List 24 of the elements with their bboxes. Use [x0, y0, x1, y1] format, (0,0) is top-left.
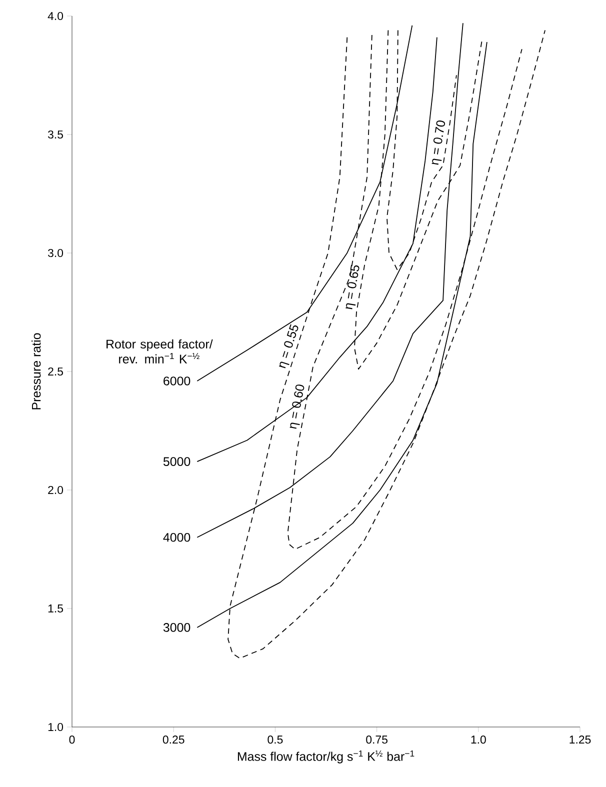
series-label: 3000: [163, 623, 190, 632]
text: η = 0.65: [346, 264, 360, 310]
x-tick-label: 0.5: [268, 736, 283, 744]
x-axis-title: Mass flow factor/kg s$^{−1}$ K$^{½}$ bar$^{−1}$: [238, 750, 414, 764]
legend-title: Rotor speed factor/ rev. min$^{−1}$ K$^{−½}$: [106, 339, 213, 364]
y-tick-label: 1.0: [48, 722, 64, 732]
text: η = 0.70: [432, 120, 446, 165]
y-tick-label: 3.5: [48, 130, 63, 139]
y-axis-title: Pressure ratio: [32, 333, 41, 410]
y-tick-label: 4.0: [48, 12, 64, 20]
text: η = 0.55: [278, 324, 298, 368]
y-tick-label: 3.0: [48, 248, 64, 258]
x-tick-label: 0.25: [162, 736, 184, 744]
series-label: 6000: [164, 376, 190, 386]
y-tick-label: 2.0: [48, 486, 64, 494]
x-tick-label: 0.75: [366, 736, 388, 744]
x-tick-label: 1.0: [471, 736, 486, 744]
series-label: 4000: [163, 533, 190, 542]
x-tick-label: 1.25: [570, 736, 591, 744]
y-tick-label: 2.5: [48, 367, 63, 376]
text: η = 0.60: [290, 384, 304, 429]
x-tick-label: 0: [69, 736, 75, 744]
y-tick-label: 1.5: [48, 604, 63, 612]
series-label: 5000: [163, 457, 190, 466]
